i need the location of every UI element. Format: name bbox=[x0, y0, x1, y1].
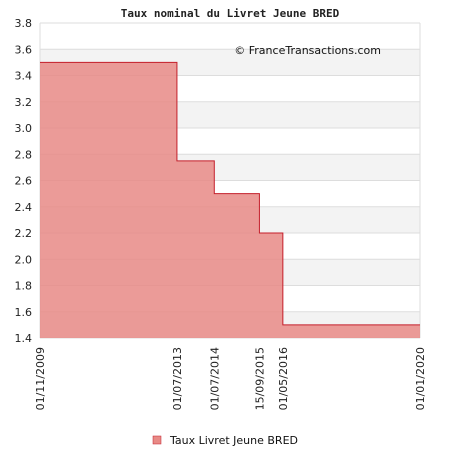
x-tick-label: 01/07/2014 bbox=[208, 347, 221, 410]
y-axis: 1.4 1.6 1.8 2.0 2.2 2.4 2.6 2.8 3.0 3.2 3.4 3.6 3.8 bbox=[15, 17, 33, 345]
x-tick-label: 01/01/2020 bbox=[414, 347, 427, 410]
legend: Taux Livret Jeune BRED bbox=[152, 434, 298, 447]
y-tick-label: 3.4 bbox=[15, 70, 33, 83]
y-tick-label: 3.6 bbox=[15, 43, 33, 56]
grid-band bbox=[40, 23, 420, 50]
y-tick-label: 3.0 bbox=[15, 122, 33, 135]
y-tick-label: 3.2 bbox=[15, 96, 33, 109]
series-area bbox=[40, 62, 420, 338]
y-tick-label: 2.0 bbox=[15, 253, 33, 266]
x-tick-label: 01/11/2009 bbox=[34, 347, 47, 410]
chart-title: Taux nominal du Livret Jeune BRED bbox=[121, 7, 340, 20]
legend-swatch bbox=[152, 435, 162, 445]
y-tick-label: 2.6 bbox=[15, 175, 33, 188]
y-tick-label: 2.2 bbox=[15, 227, 33, 240]
x-axis: 01/11/2009 01/07/2013 01/07/2014 15/09/2015… bbox=[34, 347, 427, 410]
y-tick-label: 2.4 bbox=[15, 201, 33, 214]
y-tick-label: 1.6 bbox=[15, 306, 33, 319]
y-tick-label: 1.8 bbox=[15, 280, 33, 293]
y-tick-label: 3.8 bbox=[15, 17, 33, 30]
series-line bbox=[40, 61, 420, 326]
y-tick-label: 2.8 bbox=[15, 148, 33, 161]
x-tick-label: 01/05/2016 bbox=[277, 347, 290, 410]
legend-label: Taux Livret Jeune BRED bbox=[169, 434, 298, 447]
x-tick-label: 15/09/2015 bbox=[253, 347, 266, 410]
x-tick-label: 01/07/2013 bbox=[171, 347, 184, 410]
y-tick-label: 1.4 bbox=[15, 332, 33, 345]
credit-text: © FranceTransactions.com bbox=[234, 44, 381, 57]
